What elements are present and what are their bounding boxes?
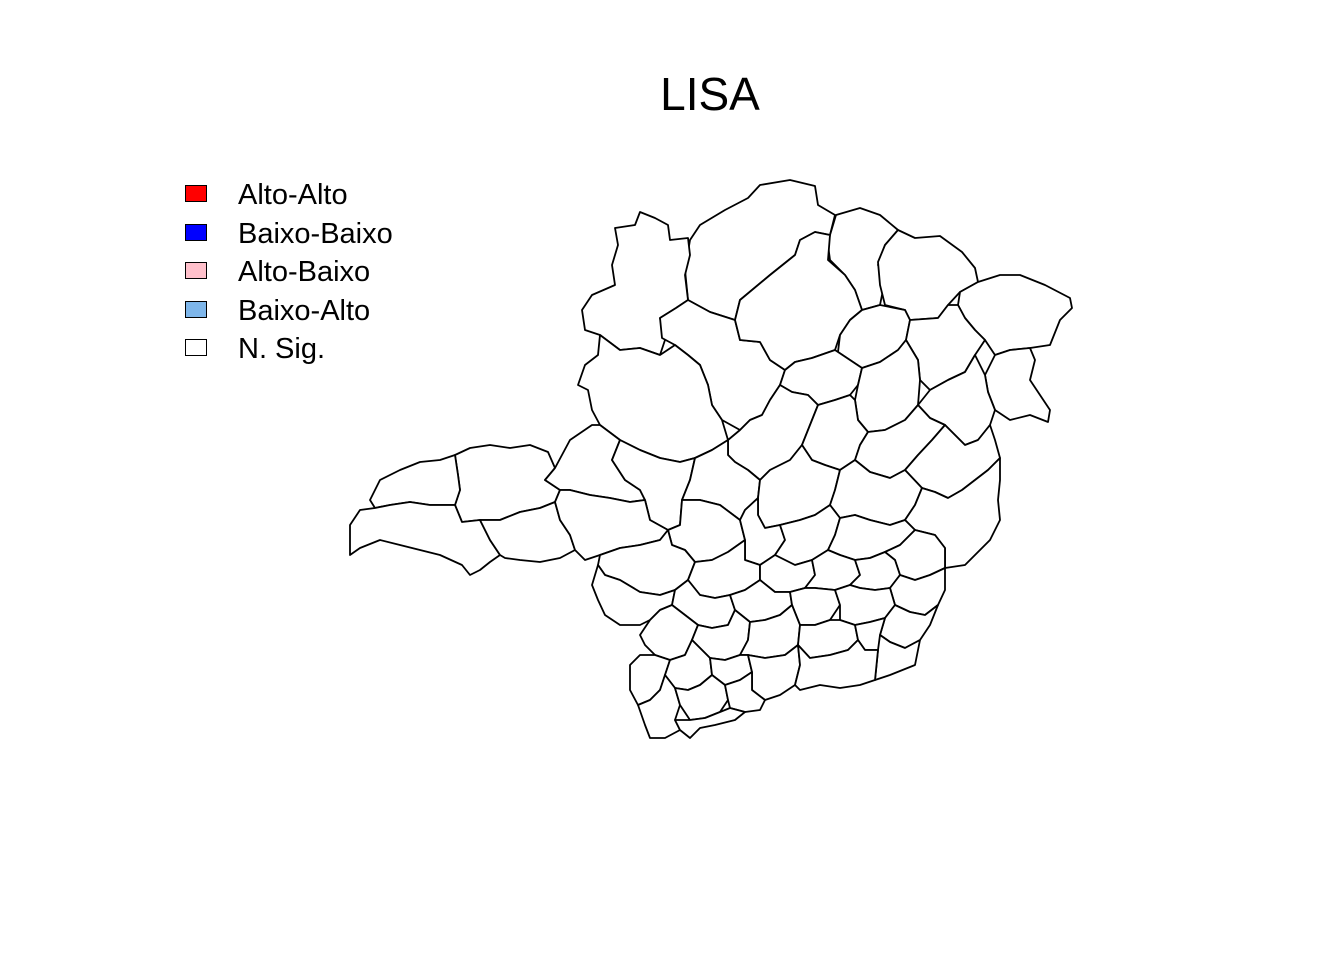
legend-swatch-baixo-alto (185, 300, 207, 318)
map-region (674, 707, 746, 739)
legend-label-alto-baixo: Alto-Baixo (238, 256, 371, 289)
legend-label-n-sig: N. Sig. (238, 333, 326, 366)
legend-label-baixo-baixo: Baixo-Baixo (238, 217, 393, 250)
legend-item-alto-alto: Alto-Alto (185, 176, 445, 215)
legend-swatch-alto-baixo (185, 262, 207, 280)
map-title: LISA (660, 68, 760, 120)
map-region (794, 639, 879, 691)
map-region (724, 671, 766, 713)
legend-item-n-sig: N. Sig. (185, 330, 445, 369)
legend-item-baixo-baixo: Baixo-Baixo (185, 215, 445, 254)
legend: Alto-Alto Baixo-Baixo Alto-Baixo Baixo-A… (185, 176, 445, 369)
map-region (349, 501, 501, 576)
legend-label-alto-alto: Alto-Alto (238, 179, 348, 211)
legend-swatch-n-sig (185, 339, 207, 357)
legend-label-baixo-alto: Baixo-Alto (238, 294, 371, 327)
legend-item-alto-baixo: Alto-Baixo (185, 253, 445, 292)
legend-swatch-baixo-baixo (185, 223, 207, 241)
map-region (637, 674, 681, 739)
map-region (369, 454, 461, 509)
legend-item-baixo-alto: Baixo-Alto (185, 292, 445, 331)
legend-swatch-alto-alto (185, 185, 207, 202)
microregions (349, 179, 1073, 739)
